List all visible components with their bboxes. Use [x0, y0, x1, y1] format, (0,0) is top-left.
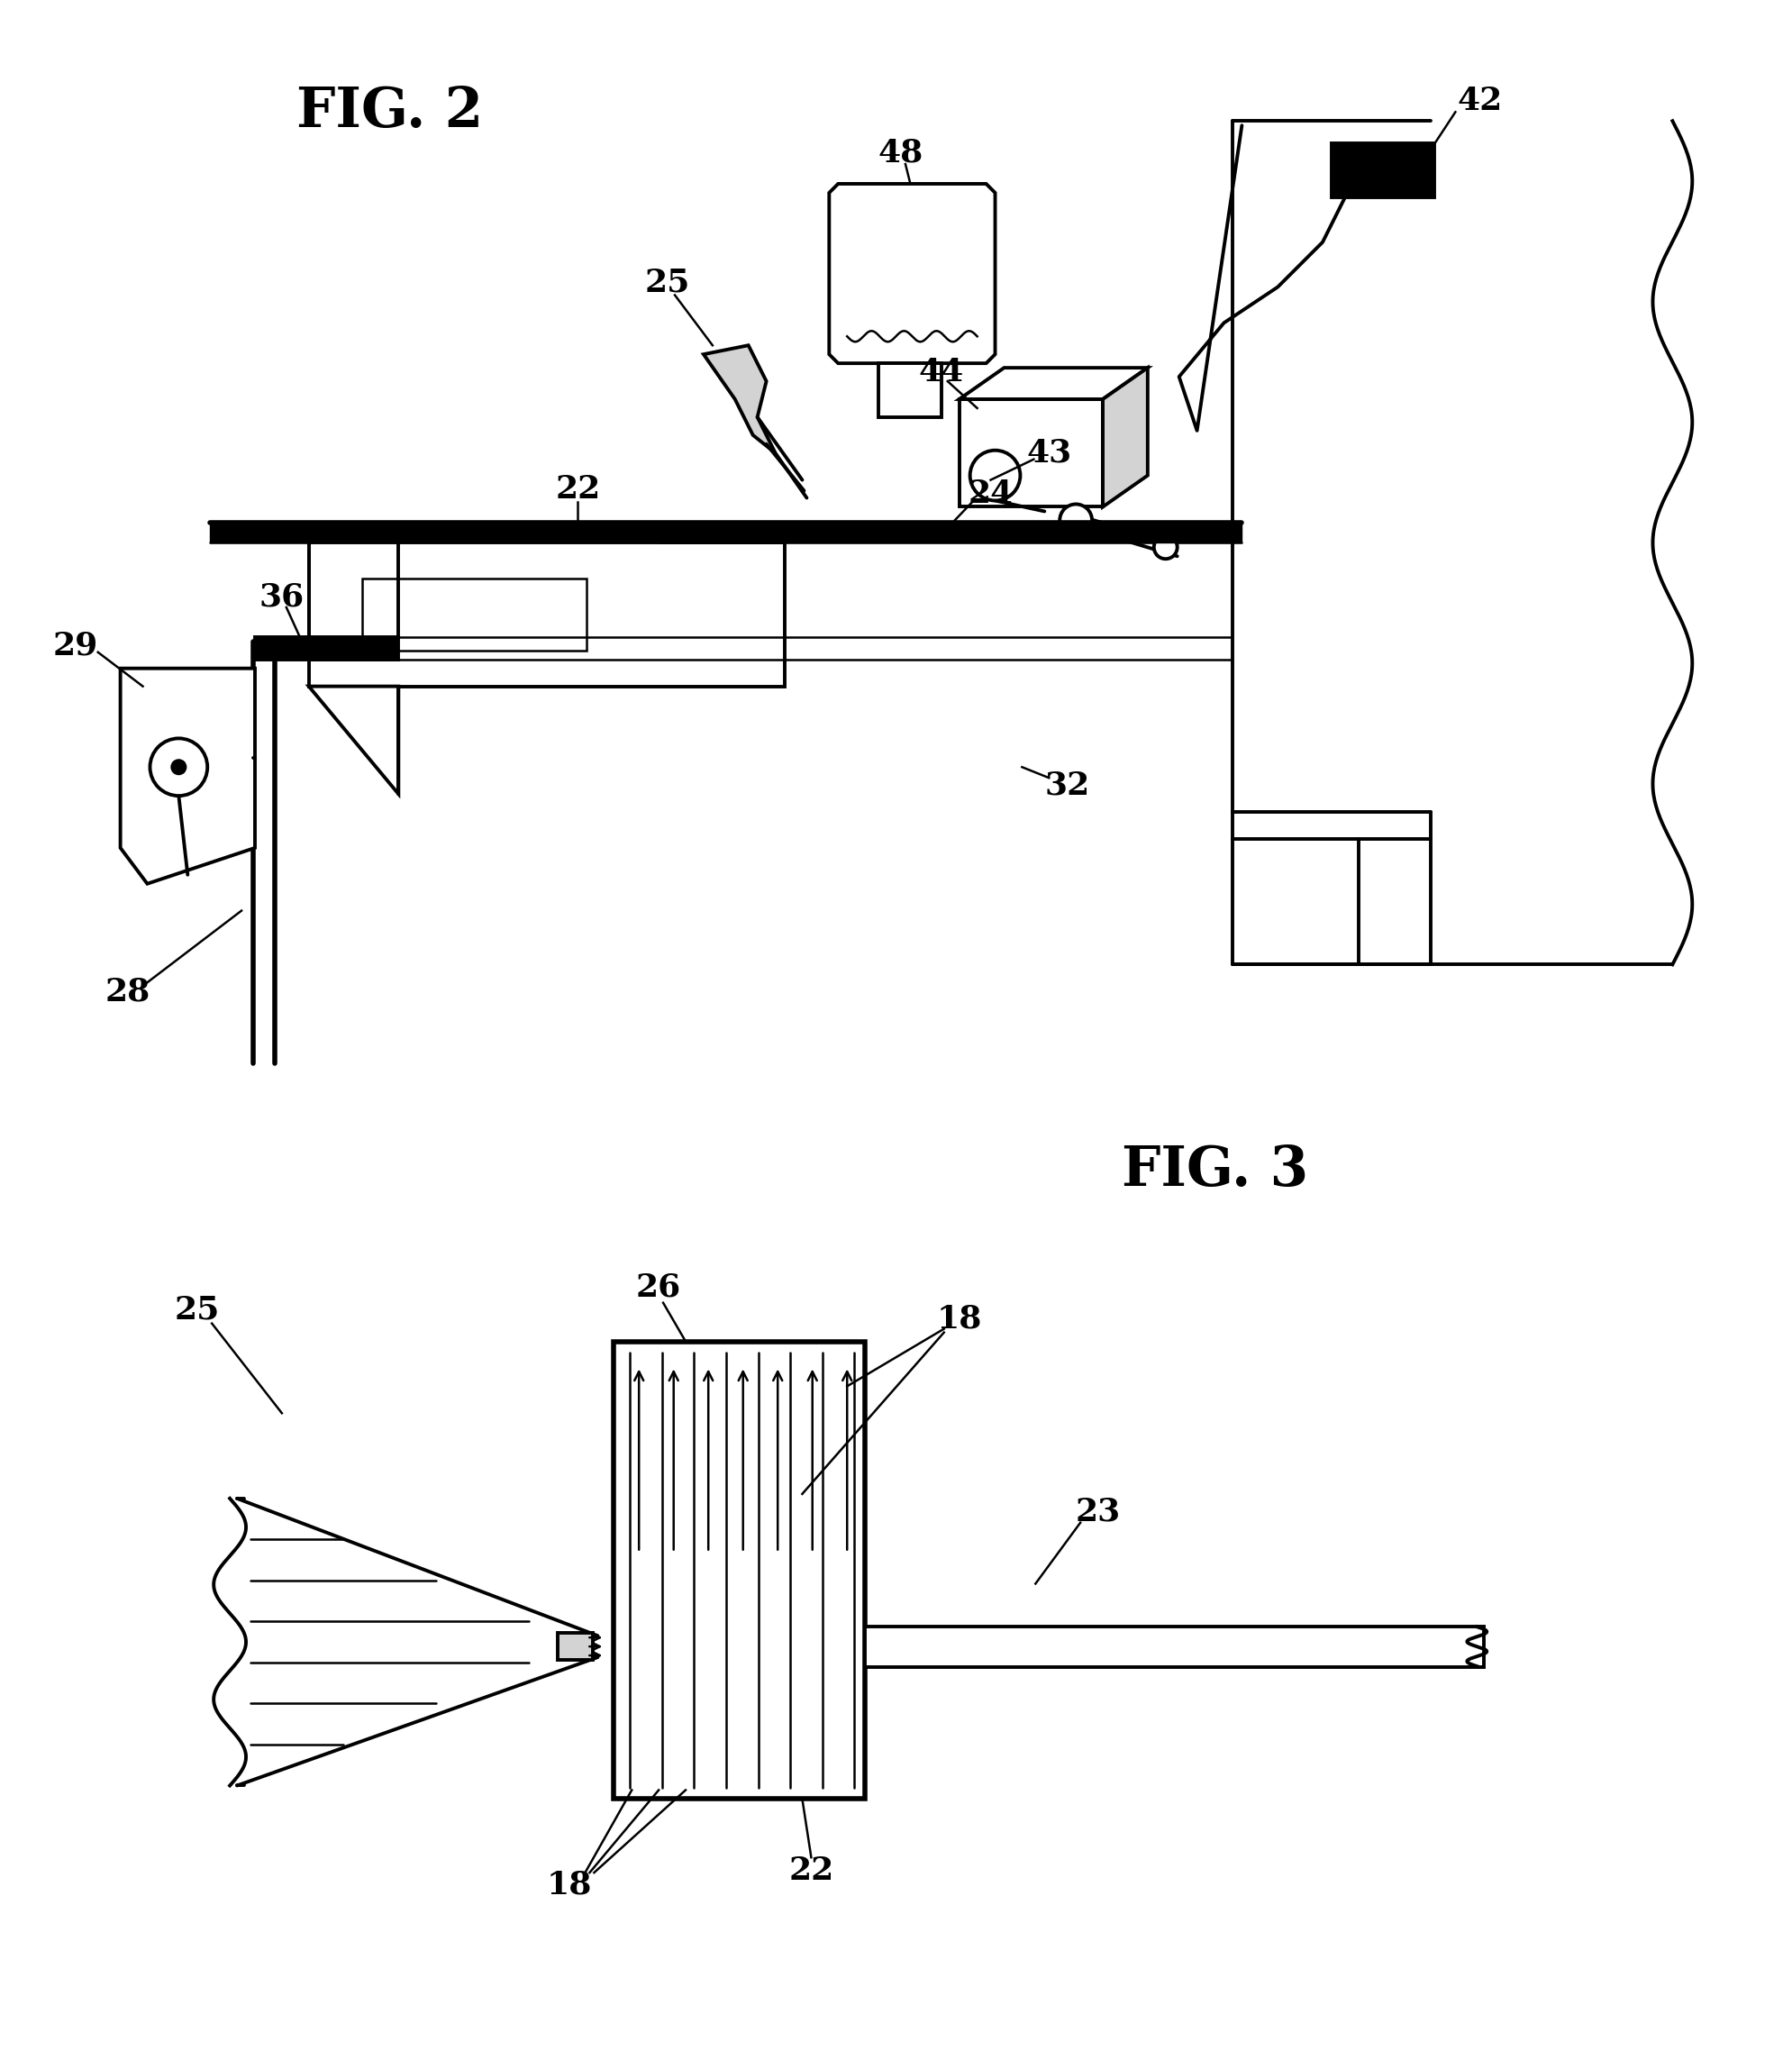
- Polygon shape: [830, 184, 995, 364]
- Text: 23: 23: [1075, 1496, 1122, 1527]
- Text: 32: 32: [1045, 770, 1090, 801]
- Text: 44: 44: [919, 358, 964, 387]
- Text: 18: 18: [937, 1303, 982, 1335]
- Polygon shape: [308, 687, 398, 794]
- Text: 28: 28: [106, 977, 151, 1008]
- Text: FIG. 3: FIG. 3: [1122, 1144, 1308, 1198]
- Text: 25: 25: [645, 267, 690, 298]
- Text: FIG. 2: FIG. 2: [296, 85, 482, 139]
- Text: 48: 48: [878, 137, 923, 168]
- Circle shape: [969, 451, 1020, 501]
- Text: 18: 18: [547, 1868, 591, 1899]
- Text: 26: 26: [636, 1272, 681, 1303]
- Text: 43: 43: [1027, 439, 1072, 468]
- Bar: [254, 637, 398, 660]
- Bar: [557, 1632, 593, 1659]
- Text: 42: 42: [1457, 87, 1502, 116]
- Bar: [959, 399, 1102, 507]
- Bar: [1331, 143, 1435, 197]
- Text: 25: 25: [174, 1295, 219, 1326]
- Text: 24: 24: [968, 478, 1012, 509]
- Polygon shape: [704, 346, 776, 453]
- Bar: [210, 523, 1242, 542]
- Polygon shape: [120, 668, 254, 883]
- Bar: [615, 1341, 866, 1800]
- Bar: [362, 579, 588, 650]
- Bar: [866, 1626, 1484, 1668]
- Circle shape: [1154, 536, 1177, 559]
- Circle shape: [172, 759, 186, 774]
- Bar: [308, 542, 785, 687]
- Text: 36: 36: [260, 581, 305, 612]
- Circle shape: [1059, 505, 1091, 536]
- Text: 29: 29: [54, 631, 99, 662]
- Circle shape: [151, 739, 208, 797]
- Text: 22: 22: [556, 474, 600, 505]
- Polygon shape: [1102, 368, 1147, 507]
- Bar: [878, 364, 941, 418]
- Polygon shape: [959, 368, 1147, 399]
- Text: 22: 22: [788, 1856, 833, 1887]
